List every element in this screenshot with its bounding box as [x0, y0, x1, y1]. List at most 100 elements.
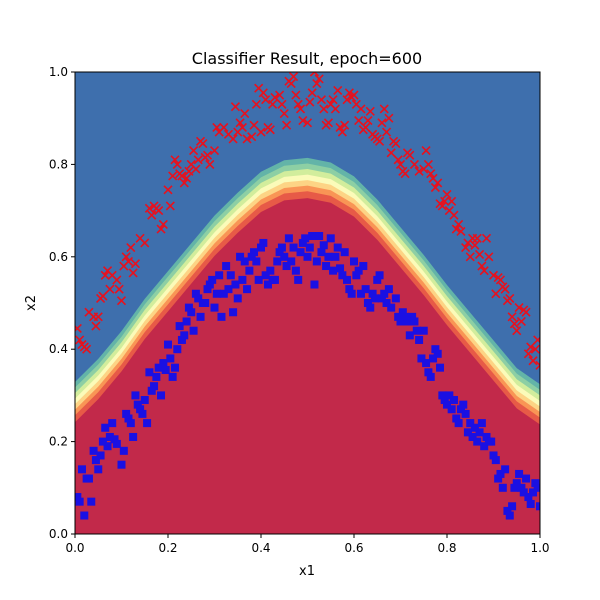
class-b-point — [377, 294, 386, 303]
x-tick-label: 0.2 — [158, 541, 177, 555]
class-b-point — [105, 432, 114, 441]
class-a-point — [391, 139, 401, 149]
y-tick-label: 0.0 — [49, 527, 68, 541]
class-a-point — [193, 155, 203, 165]
class-a-point — [75, 323, 82, 333]
class-b-point — [417, 354, 426, 363]
class-b-point — [175, 322, 184, 331]
class-a-point — [363, 115, 373, 126]
class-a-point — [328, 95, 338, 105]
class-a-point — [530, 344, 540, 354]
class-b-point — [524, 493, 533, 502]
class-a-point — [295, 104, 306, 114]
class-b-point — [168, 372, 177, 381]
class-a-point — [282, 120, 292, 130]
class-b-point — [317, 248, 326, 257]
class-b-point — [368, 289, 377, 298]
class-a-point — [484, 252, 494, 262]
class-a-point — [535, 360, 540, 370]
class-b-point — [84, 474, 93, 483]
class-a-point — [505, 293, 515, 303]
class-a-point — [481, 233, 492, 243]
class-a-point — [172, 159, 182, 169]
class-b-point — [503, 506, 512, 515]
class-a-point — [235, 118, 245, 128]
class-a-point — [179, 178, 189, 188]
y-tick-label: 1.0 — [49, 65, 68, 79]
class-a-point — [314, 74, 324, 84]
y-tick-label: 0.8 — [49, 157, 68, 171]
class-b-point — [391, 294, 400, 303]
class-b-point — [454, 419, 463, 428]
class-b-point — [533, 483, 540, 492]
class-b-point — [103, 442, 112, 451]
class-a-point — [205, 159, 215, 169]
class-b-point — [101, 423, 110, 432]
class-a-point — [121, 252, 131, 262]
class-a-point — [375, 136, 385, 146]
class-b-point — [226, 271, 235, 280]
class-b-point — [208, 275, 217, 284]
class-a-point — [298, 115, 308, 126]
class-b-point — [110, 435, 119, 444]
class-a-point — [426, 169, 436, 179]
class-b-point — [91, 456, 100, 465]
class-b-point — [147, 386, 156, 395]
class-b-point — [338, 271, 347, 280]
class-b-point — [433, 349, 442, 358]
class-a-point — [170, 155, 180, 165]
class-b-point — [273, 257, 282, 266]
class-b-point — [133, 400, 142, 409]
class-a-point — [461, 242, 471, 253]
class-b-point — [87, 497, 96, 506]
class-a-point — [147, 210, 157, 220]
contour-band — [75, 198, 540, 534]
class-a-point — [456, 226, 466, 236]
class-a-point — [258, 88, 268, 98]
class-b-point — [257, 243, 265, 252]
class-b-point — [463, 428, 472, 437]
class-b-point — [536, 502, 540, 511]
class-a-point — [514, 303, 524, 313]
class-b-point — [180, 331, 189, 340]
class-b-point — [219, 289, 228, 298]
class-a-point — [261, 95, 271, 105]
class-a-point — [242, 134, 252, 144]
class-b-point — [96, 451, 105, 460]
class-b-point — [131, 391, 140, 400]
class-a-point — [291, 90, 301, 100]
class-a-point — [316, 95, 327, 105]
class-b-point — [496, 469, 505, 478]
class-b-point — [203, 285, 212, 294]
class-b-point — [512, 479, 521, 488]
class-a-point — [168, 171, 178, 181]
x-tick-label: 1.0 — [530, 541, 549, 555]
class-b-point — [112, 439, 121, 448]
class-b-point — [522, 474, 531, 483]
class-b-point — [296, 248, 305, 257]
class-b-point — [247, 252, 256, 261]
class-b-point — [217, 312, 226, 321]
class-a-point — [516, 316, 526, 327]
class-b-point — [356, 289, 365, 298]
class-a-point — [154, 206, 164, 216]
class-b-point — [333, 243, 342, 252]
class-a-point — [323, 118, 333, 128]
class-b-point — [477, 419, 486, 428]
class-b-point — [363, 299, 372, 307]
class-b-point — [387, 303, 396, 312]
class-b-point — [380, 289, 389, 298]
class-b-point — [233, 294, 242, 303]
class-a-point — [286, 78, 296, 89]
class-a-point — [495, 275, 506, 285]
class-a-point — [395, 159, 406, 169]
class-b-point — [352, 271, 361, 280]
class-b-point — [343, 275, 352, 284]
class-a-point — [251, 99, 261, 109]
decision-contour — [75, 72, 540, 534]
class-b-point — [519, 488, 528, 497]
class-b-point — [419, 326, 428, 335]
class-b-point — [322, 262, 331, 271]
class-a-point — [126, 242, 136, 253]
class-b-point — [161, 365, 170, 374]
